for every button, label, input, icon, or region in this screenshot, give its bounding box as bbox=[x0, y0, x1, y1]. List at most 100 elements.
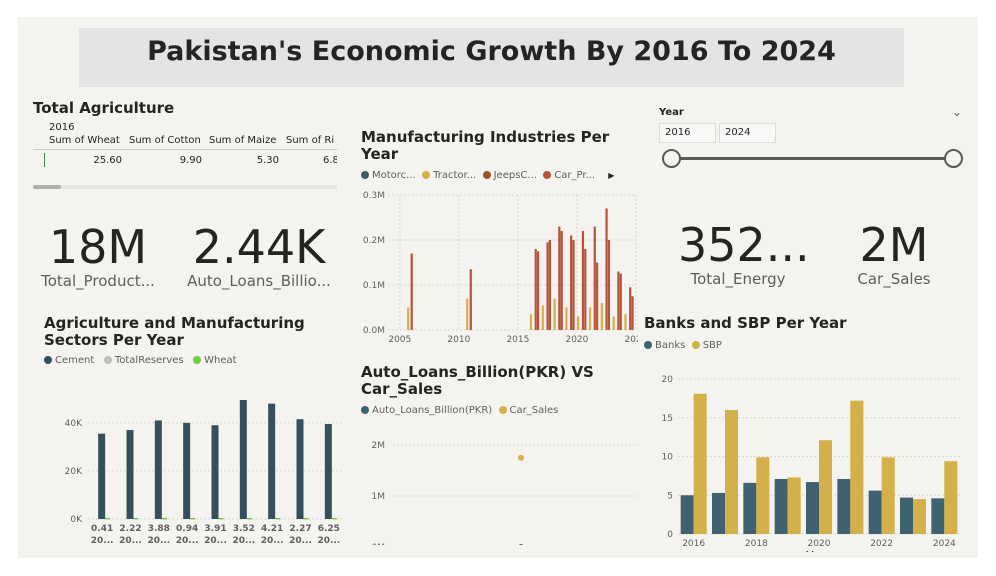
legend-next-arrow-icon[interactable]: ▶ bbox=[608, 171, 615, 180]
agri-table-header-wheat: Sum of Wheat bbox=[49, 135, 120, 146]
agri-chart[interactable]: 0K 20K 40K 0.41 20... 2.22 20... 3.88 20... 0.94 2… bbox=[33, 372, 343, 552]
kpi-car-sales: 2M Car_Sales bbox=[844, 220, 944, 288]
kpi-label: Car_Sales bbox=[857, 270, 931, 288]
legend-tractors[interactable]: Tractor... bbox=[422, 170, 476, 181]
x-tick-label: 20... bbox=[232, 536, 255, 546]
car-marker-icon bbox=[543, 171, 552, 179]
banks-bar bbox=[806, 482, 819, 534]
sbp-bar bbox=[725, 410, 738, 534]
car-production-bar bbox=[536, 251, 540, 330]
x-tick-label: 20... bbox=[261, 536, 284, 546]
y-tick-label: 1M bbox=[372, 492, 386, 502]
y-tick-label: 0.1M bbox=[363, 281, 385, 291]
agri-table-header-rice: Sum of Ri bbox=[286, 135, 335, 146]
y-tick-label: 2M bbox=[372, 441, 386, 451]
legend-sbp[interactable]: SBP bbox=[691, 340, 722, 351]
car-production-bar bbox=[596, 262, 599, 330]
cement-bar bbox=[239, 400, 247, 519]
agri-table-title: Total Agriculture bbox=[33, 99, 175, 117]
car-production-bar bbox=[410, 253, 413, 330]
banks-marker-icon bbox=[644, 341, 652, 349]
kpi-label: Total_Product... bbox=[41, 272, 155, 290]
page-title: Pakistan's Economic Growth By 2016 To 20… bbox=[147, 36, 836, 67]
y-tick-label: 20K bbox=[65, 467, 83, 477]
legend-wheat[interactable]: Wheat bbox=[193, 355, 237, 366]
agri-table-cell: 9.90 bbox=[179, 155, 202, 166]
x-tick-label: 0.94 bbox=[176, 524, 198, 534]
year-slicer[interactable]: Year ⌄ 2016 2024 bbox=[659, 105, 964, 175]
kpi-label: Total_Energy bbox=[690, 270, 786, 288]
sbp-bar bbox=[881, 457, 895, 534]
scrollbar-thumb[interactable] bbox=[33, 185, 61, 189]
x-tick-label: 2015 bbox=[506, 335, 529, 345]
sbp-bar bbox=[850, 400, 864, 534]
slicer-end-input[interactable]: 2024 bbox=[719, 123, 776, 143]
wheat-bar bbox=[275, 517, 281, 520]
y-tick-label: 20 bbox=[662, 375, 674, 385]
banks-bar bbox=[774, 478, 788, 534]
x-tick-label: 4.21 bbox=[261, 524, 283, 534]
title-banner: Pakistan's Economic Growth By 2016 To 20… bbox=[79, 28, 904, 87]
wheat-bar bbox=[303, 517, 309, 520]
agri-table-cell: 25.60 bbox=[93, 155, 122, 166]
x-tick-label: 3.91 bbox=[204, 524, 226, 534]
auto-chart-title: Auto_Loans_Billion(PKR) VS Car_Sales bbox=[361, 363, 594, 398]
tractor-bar bbox=[612, 316, 615, 330]
cement-bar bbox=[98, 433, 106, 519]
y-tick-label: 0M bbox=[372, 543, 386, 545]
x-tick-label: 2.22 bbox=[119, 524, 141, 534]
wheat-bar bbox=[133, 517, 139, 520]
legend-jeeps[interactable]: JeepsC... bbox=[482, 170, 537, 181]
slider-end-handle[interactable] bbox=[944, 149, 963, 168]
x-tick-label: 20... bbox=[289, 536, 312, 546]
slider-start-handle[interactable] bbox=[662, 149, 681, 168]
banks-bar bbox=[680, 495, 694, 534]
tractor-bar bbox=[588, 307, 592, 330]
horizontal-scrollbar[interactable] bbox=[33, 185, 337, 189]
banks-bar bbox=[868, 490, 882, 534]
legend-totalreserves[interactable]: TotalReserves bbox=[103, 355, 184, 366]
legend-cement[interactable]: Cement bbox=[44, 355, 94, 366]
banks-chart[interactable]: 0 5 10 15 20 2016 2018 2020 2022 2024 Year bbox=[638, 352, 968, 552]
cement-marker-icon bbox=[44, 356, 52, 364]
cement-bar bbox=[268, 403, 276, 519]
slicer-start-input[interactable]: 2016 bbox=[659, 123, 716, 143]
wheat-marker-icon bbox=[193, 356, 202, 364]
agri-chart-title: Agriculture and Manufacturing Sectors Pe… bbox=[44, 314, 305, 349]
manu-chart-title: Manufacturing Industries Per Year bbox=[361, 128, 610, 163]
car-production-bar bbox=[534, 249, 537, 330]
sbp-bar bbox=[756, 457, 770, 534]
agri-table[interactable]: 2016 Sum of Wheat Sum of Cotton Sum of M… bbox=[33, 121, 337, 191]
legend-car-sales[interactable]: Car_Sales bbox=[498, 405, 558, 416]
slicer-label: Year bbox=[659, 107, 684, 118]
slider-track[interactable] bbox=[671, 157, 953, 160]
y-tick-label: 10 bbox=[662, 453, 674, 463]
legend-cars[interactable]: Car_Pr... bbox=[543, 170, 595, 181]
car-production-bar bbox=[631, 296, 634, 330]
wheat-bar bbox=[246, 517, 252, 520]
x-tick-label: 20... bbox=[204, 536, 227, 546]
car-production-bar bbox=[548, 240, 551, 330]
x-tick-label: 20... bbox=[147, 536, 170, 546]
wheat-bar bbox=[105, 517, 111, 520]
x-tick-label: 20... bbox=[91, 536, 114, 546]
legend-banks[interactable]: Banks bbox=[644, 340, 685, 351]
legend-motorcycles[interactable]: Motorc... bbox=[361, 170, 416, 181]
chevron-down-icon[interactable]: ⌄ bbox=[951, 105, 962, 119]
x-tick-label: 3.52 bbox=[233, 524, 255, 534]
x-tick-label: 6.25 bbox=[318, 524, 340, 534]
banks-bar bbox=[900, 497, 913, 534]
y-tick-label: 0.3M bbox=[363, 191, 385, 201]
kpi-total-energy: 352... Total_Energy bbox=[678, 220, 810, 288]
car-production-bar bbox=[546, 242, 549, 330]
x-tick-label: 2018 bbox=[745, 539, 768, 549]
car-production-bar bbox=[572, 240, 575, 330]
banks-bar bbox=[931, 498, 945, 534]
auto-loans-chart[interactable]: 0M 1M 2M bbox=[348, 420, 638, 545]
legend-auto-loans[interactable]: Auto_Loans_Billion(PKR) bbox=[361, 405, 492, 416]
x-tick-label: 2025 bbox=[625, 335, 638, 345]
tractor-bar bbox=[565, 307, 568, 330]
manufacturing-chart[interactable]: 0.0M 0.1M 0.2M 0.3M 2005 2010 2015 2020 2025 bbox=[348, 187, 638, 347]
car-production-bar bbox=[581, 231, 585, 330]
kpi-total-production: 18M Total_Product... bbox=[33, 222, 163, 290]
